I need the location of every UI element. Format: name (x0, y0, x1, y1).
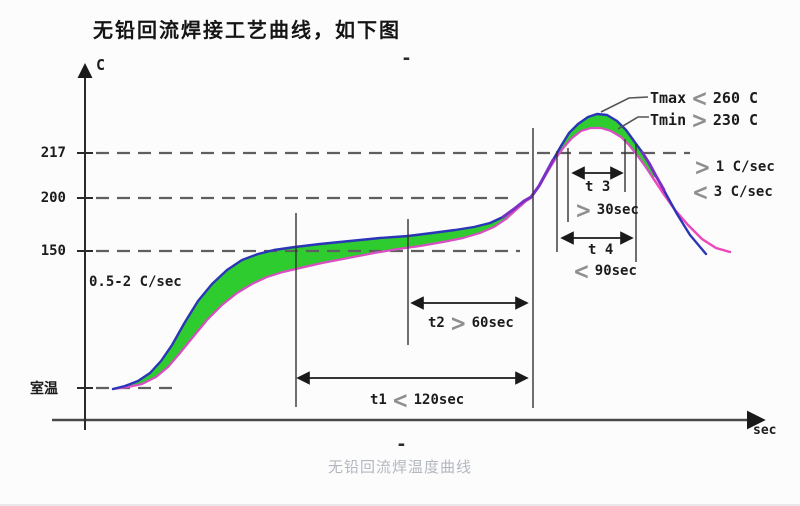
t2-duration-annotation: t2 > 60sec (428, 309, 514, 337)
x-axis-unit-label: sec (753, 423, 777, 438)
t1-duration-annotation: t1 < 120sec (370, 386, 465, 414)
y-tick-label-200: 200 (40, 190, 66, 206)
page-title: 无铅回流焊接工艺曲线，如下图 (93, 20, 401, 42)
t4-label: t 4 (588, 242, 614, 258)
tmax-annotation: Tmax < 260 C (650, 84, 759, 112)
purple-ramp-up-segment (501, 158, 555, 219)
tmin-value: 230 C (712, 110, 759, 129)
tmax-less-than-symbol: < (691, 84, 708, 112)
y-axis-unit-label: C (96, 56, 106, 74)
cooling-rate-max-annotation: < 3 C/sec (692, 178, 773, 206)
t4-value: 90sec (594, 263, 637, 279)
process-window-band (113, 114, 656, 389)
cooling-min-greater-than-symbol: > (694, 153, 711, 181)
preheat-rate-label: 0.5-2 C/sec (89, 274, 182, 290)
t1-value: 120sec (413, 392, 465, 408)
t1-less-than-symbol: < (391, 386, 409, 414)
tmin-label: Tmin (650, 110, 687, 129)
t1-label: t1 (370, 392, 387, 408)
purple-ramp-down-segment (640, 150, 666, 192)
lower-limit-curve (111, 126, 732, 391)
y-tick-label-217: 217 (40, 145, 66, 161)
minus-mark-bottom: - (396, 434, 407, 455)
cooling-rate-min-annotation: > 1 C/sec (694, 153, 775, 181)
t3-label: t 3 (585, 179, 611, 195)
tmax-leader-line (600, 96, 649, 113)
tmin-annotation: Tmin > 230 C (650, 106, 759, 134)
tmin-greater-than-symbol: > (691, 106, 708, 134)
t3-greater-than-symbol: > (575, 196, 592, 224)
t3-value: 30sec (596, 202, 639, 218)
y-tick-label-room-temp: 室温 (30, 380, 58, 396)
y-tick-label-150: 150 (40, 243, 66, 259)
t2-value: 60sec (471, 315, 514, 331)
t4-duration-annotation: < 90sec (573, 257, 637, 285)
t3-duration-annotation: > 30sec (575, 196, 639, 224)
cooling-max-less-than-symbol: < (692, 178, 709, 206)
tmax-label: Tmax (650, 88, 687, 107)
figure-caption: 无铅回流焊温度曲线 (327, 459, 472, 476)
cooling-min-value: 1 C/sec (715, 159, 775, 175)
tmin-leader-line (617, 116, 649, 130)
minus-mark-top: - (401, 48, 412, 69)
t2-label: t2 (428, 315, 445, 331)
t2-greater-than-symbol: > (449, 309, 467, 337)
tmax-value: 260 C (712, 88, 759, 107)
pink-cooling-tail (651, 176, 732, 254)
cooling-max-value: 3 C/sec (713, 184, 773, 200)
t4-less-than-symbol: < (573, 257, 590, 285)
